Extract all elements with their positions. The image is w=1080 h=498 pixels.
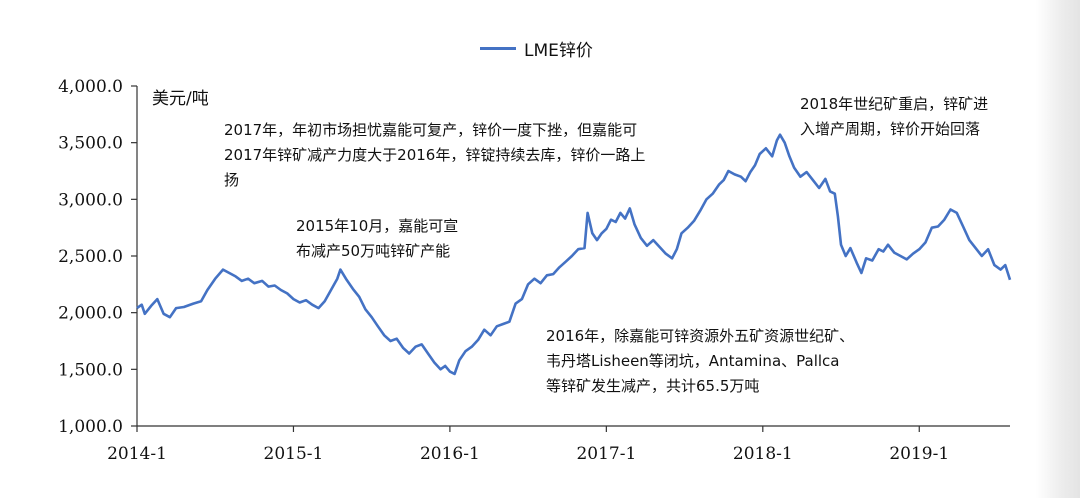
- annotation-line: 等锌矿发生减产，共计65.5万吨: [546, 377, 760, 395]
- y-axis: 1,000.0 1,500.0 2,000.0 2,500.0 3,000.0 3,500…: [58, 77, 137, 437]
- annotation-2015: 2015年10月，嘉能可宣 布减产50万吨锌矿产能: [296, 214, 458, 264]
- series-line-lme-zinc: [136, 133, 1012, 376]
- annotation-line: 2016年，除嘉能可锌资源外五矿资源世纪矿、: [546, 327, 855, 345]
- annotation-line: 2015年10月，嘉能可宣: [296, 217, 459, 235]
- y-tick-label: 2,000.0: [58, 304, 123, 324]
- annotation-line: 2018年世纪矿重启，锌矿进: [800, 95, 989, 113]
- y-tick-label: 2,500.0: [58, 247, 123, 267]
- annotation-line: 2017年锌矿减产力度大于2016年，锌锭持续去库，锌价一路上: [224, 146, 646, 164]
- annotation-line: 2017年，年初市场担忧嘉能可复产，锌价一度下挫，但嘉能可: [224, 121, 638, 139]
- x-axis: 2014-1 2015-1 2016-1 2017-1 2018-1 2019-1: [107, 426, 949, 464]
- annotation-line: 韦丹塔Lisheen等闭坑，Antamina、Pallca: [546, 352, 840, 370]
- right-edge-shadow: [1036, 0, 1080, 498]
- legend-label: LME锌价: [524, 40, 593, 61]
- y-tick-label: 3,500.0: [58, 134, 123, 154]
- annotation-2017: 2017年，年初市场担忧嘉能可复产，锌价一度下挫，但嘉能可 2017年锌矿减产力…: [224, 118, 645, 193]
- y-axis-unit: 美元/吨: [152, 89, 209, 109]
- x-tick-label: 2018-1: [733, 444, 793, 464]
- x-tick-label: 2014-1: [107, 444, 167, 464]
- annotation-2016: 2016年，除嘉能可锌资源外五矿资源世纪矿、 韦丹塔Lisheen等闭坑，Ant…: [546, 324, 854, 399]
- annotation-2018: 2018年世纪矿重启，锌矿进 入增产周期，锌价开始回落: [800, 92, 988, 142]
- x-tick-label: 2019-1: [889, 444, 949, 464]
- y-tick-label: 4,000.0: [58, 77, 123, 97]
- legend: LME锌价: [480, 36, 593, 61]
- x-tick-label: 2016-1: [420, 444, 480, 464]
- y-tick-label: 3,000.0: [58, 190, 123, 210]
- y-tick-label: 1,000.0: [58, 417, 123, 437]
- y-tick-label: 1,500.0: [58, 360, 123, 380]
- annotation-line: 扬: [224, 171, 240, 189]
- x-tick-label: 2015-1: [264, 444, 324, 464]
- annotation-line: 布减产50万吨锌矿产能: [296, 242, 451, 260]
- annotation-line: 入增产周期，锌价开始回落: [800, 120, 981, 138]
- x-tick-label: 2017-1: [576, 444, 636, 464]
- legend-swatch: [480, 46, 516, 50]
